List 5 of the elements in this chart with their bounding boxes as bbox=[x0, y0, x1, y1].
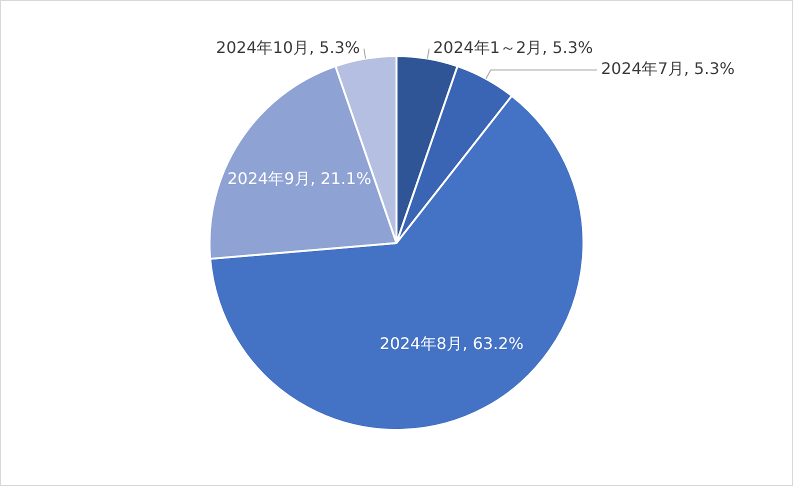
slice-label: 2024年1～2月, 5.3% bbox=[433, 38, 593, 57]
slice-label: 2024年8月, 63.2% bbox=[380, 334, 524, 354]
slice-label: 2024年10月, 5.3% bbox=[216, 38, 360, 57]
slice-label: 2024年7月, 5.3% bbox=[600, 59, 735, 78]
slice-label: 2024年9月, 21.1% bbox=[227, 168, 372, 188]
